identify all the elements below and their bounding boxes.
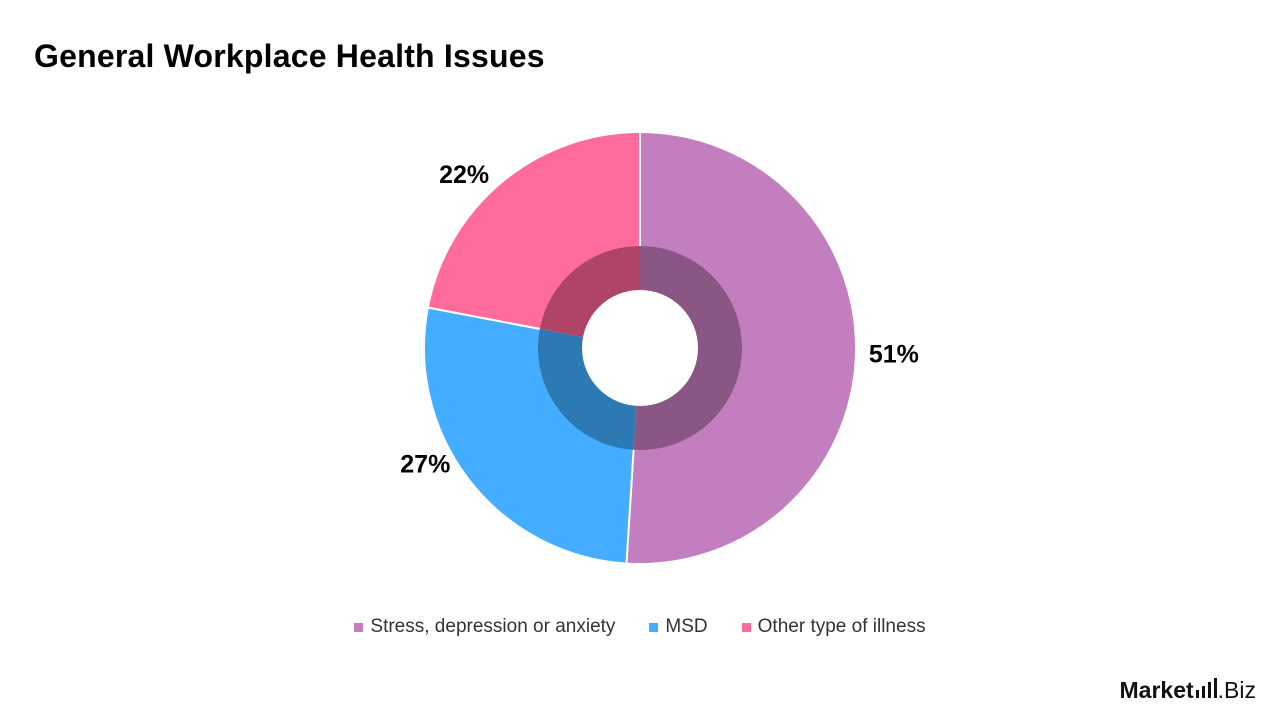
legend-label-stress: Stress, depression or anxiety [370, 616, 616, 637]
legend-swatch-msd [649, 622, 659, 632]
pct-label-msd: 27% [400, 450, 450, 478]
legend-item-msd[interactable]: MSD [649, 616, 708, 638]
percentage-labels: 51% 27% 22% [400, 161, 919, 478]
brand-suffix: .Biz [1217, 677, 1256, 703]
legend-swatch-other [741, 622, 751, 632]
legend-swatch-stress [354, 622, 364, 632]
pct-label-stress: 51% [869, 341, 919, 369]
brand-name: Market [1119, 677, 1194, 703]
legend: Stress, depression or anxiety MSD Other … [0, 616, 1280, 638]
chart-title: General Workplace Health Issues [34, 38, 545, 74]
pct-label-other: 22% [439, 161, 489, 189]
bar-chart-icon [1195, 678, 1217, 698]
legend-item-stress[interactable]: Stress, depression or anxiety [354, 616, 615, 638]
legend-label-other: Other type of illness [757, 616, 926, 637]
legend-label-msd: MSD [665, 616, 708, 637]
donut-hole [582, 290, 698, 406]
brand-logo: Market .Biz [1120, 677, 1257, 704]
legend-item-other[interactable]: Other type of illness [741, 616, 926, 638]
